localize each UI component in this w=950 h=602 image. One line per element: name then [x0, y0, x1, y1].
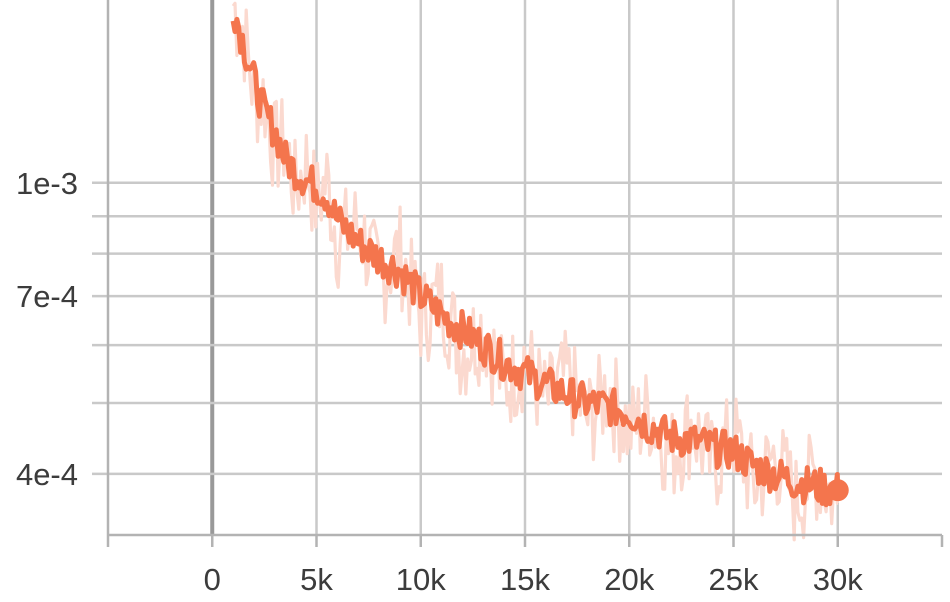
y-tick-label: 4e-4 [16, 457, 78, 492]
x-tick-label: 5k [300, 562, 333, 597]
series-end-point [826, 479, 849, 502]
x-tick-label: 10k [396, 562, 446, 597]
smoothed-series-line [230, 16, 841, 508]
x-tick-label: 30k [813, 562, 863, 597]
x-tick-label: 0 [204, 562, 221, 597]
x-tick-label: 25k [709, 562, 759, 597]
grid [92, 0, 942, 535]
y-tick-label: 1e-3 [16, 166, 78, 201]
y-tick-label: 7e-4 [16, 279, 78, 314]
raw-series-line [231, 1, 839, 542]
axes [106, 0, 944, 547]
x-tick-label: 15k [500, 562, 550, 597]
series-layer [230, 1, 849, 542]
tick-labels: 0 5k 10k 15k 20k 25k 30k 1e-3 7e-4 4e-4 [16, 166, 863, 597]
x-tick-label: 20k [604, 562, 654, 597]
